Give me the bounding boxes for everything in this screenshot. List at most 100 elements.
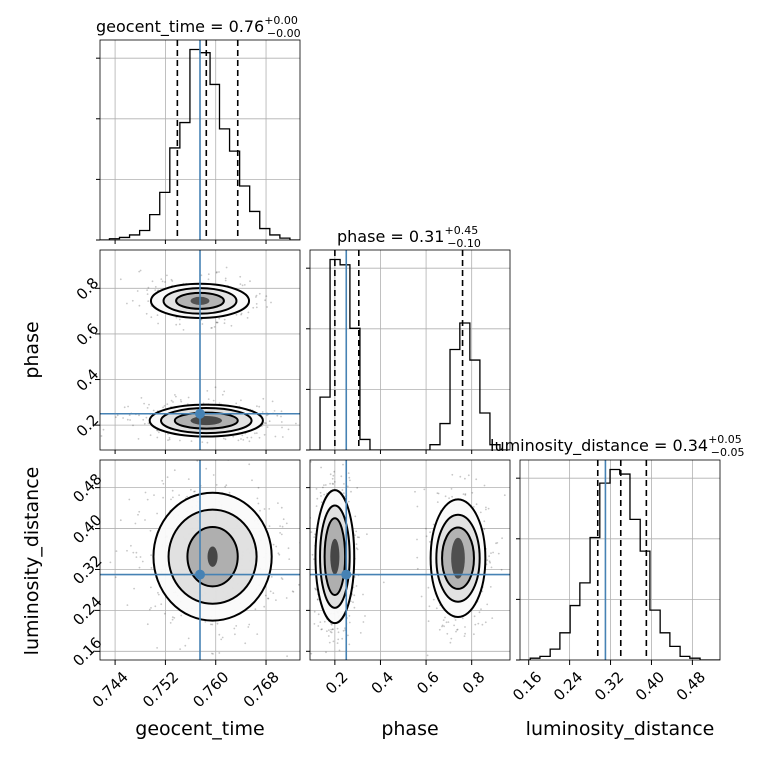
sample-point	[179, 648, 182, 650]
sample-point	[169, 622, 172, 624]
sample-point	[265, 422, 267, 425]
sample-point	[172, 496, 174, 499]
sample-point	[328, 629, 330, 631]
sample-point	[156, 647, 159, 649]
sample-point	[138, 270, 141, 273]
sample-point	[167, 439, 169, 442]
sample-point	[295, 422, 297, 425]
sample-point	[427, 586, 430, 589]
sample-point	[447, 621, 450, 623]
contour-level-1	[441, 526, 475, 590]
sample-point	[314, 679, 316, 681]
sample-point	[180, 614, 183, 617]
sample-point	[448, 497, 450, 500]
sample-point	[255, 294, 258, 297]
sample-point	[489, 586, 492, 588]
sample-point	[275, 545, 278, 548]
sample-point	[356, 548, 359, 551]
sample-point	[500, 568, 503, 571]
sample-point	[288, 558, 291, 560]
ytick-label-phase-3: 0.8	[73, 274, 103, 304]
sample-point	[224, 438, 227, 441]
sample-point	[416, 505, 419, 508]
sample-point	[271, 400, 274, 403]
sample-point	[272, 592, 275, 594]
sample-point	[179, 439, 181, 442]
sample-point	[254, 432, 256, 435]
ytick-label-phase-1: 0.4	[73, 365, 103, 395]
sample-point	[220, 638, 223, 641]
sample-point	[320, 628, 323, 631]
sample-point	[280, 410, 283, 413]
sample-point	[281, 578, 284, 580]
sample-point	[211, 327, 213, 329]
panel-frame	[519, 459, 721, 661]
sample-point	[171, 616, 174, 618]
sample-point	[174, 394, 176, 396]
sample-point	[336, 435, 338, 437]
sample-point	[102, 428, 105, 431]
sample-point	[501, 537, 503, 540]
sample-point	[481, 623, 484, 626]
sample-point	[153, 494, 155, 496]
sample-point	[328, 641, 331, 644]
sample-point	[456, 629, 458, 631]
sample-point	[359, 632, 362, 634]
sample-point	[173, 469, 176, 472]
sample-point	[266, 414, 268, 417]
xtick-label-phase-3: 0.8	[459, 668, 489, 698]
sample-point	[291, 590, 294, 593]
sample-point	[326, 630, 328, 633]
sample-point	[215, 271, 218, 274]
xlabel-phase: phase	[381, 718, 438, 740]
sample-point	[246, 436, 249, 439]
sample-point	[473, 633, 475, 636]
title-phase: phase = 0.31+0.45 −0.10	[337, 224, 481, 250]
sample-point	[326, 457, 328, 459]
sample-point	[162, 406, 165, 409]
sample-point	[348, 476, 351, 479]
panel-content	[308, 435, 510, 681]
sample-point	[313, 623, 316, 625]
sample-point	[132, 551, 135, 554]
sample-point	[235, 313, 238, 316]
sample-point	[331, 628, 334, 631]
sample-point	[497, 552, 500, 555]
sample-point	[233, 627, 236, 630]
hist-panel-phase	[306, 249, 511, 451]
sample-point	[427, 620, 430, 623]
sample-point	[443, 625, 445, 628]
sample-point	[486, 603, 489, 606]
sample-point	[308, 599, 310, 601]
sample-point	[432, 598, 435, 601]
sample-point	[317, 613, 320, 616]
sample-point	[355, 530, 358, 533]
sample-point	[234, 633, 236, 636]
sample-point	[128, 498, 131, 501]
sample-point	[268, 525, 271, 527]
sample-point	[200, 318, 203, 321]
sample-point	[223, 322, 226, 325]
sample-point	[258, 436, 261, 439]
sample-point	[382, 581, 385, 584]
sample-point	[263, 422, 266, 424]
sample-point	[490, 566, 493, 569]
sample-point	[313, 558, 315, 561]
panel-frame	[99, 249, 301, 451]
sample-point	[211, 623, 214, 626]
sample-point	[257, 486, 260, 489]
sample-point	[204, 620, 207, 623]
sample-point	[207, 273, 210, 276]
xtick-label-phase-1: 0.4	[368, 668, 398, 698]
sample-point	[270, 576, 273, 578]
sample-point	[281, 525, 284, 528]
sample-point	[425, 527, 427, 530]
sample-point	[239, 283, 242, 285]
sample-point	[235, 625, 238, 627]
sample-point	[129, 419, 132, 421]
sample-point	[444, 495, 447, 498]
sample-point	[148, 403, 150, 406]
sample-point	[450, 637, 453, 640]
sample-point	[171, 280, 174, 282]
sample-point	[280, 421, 283, 423]
